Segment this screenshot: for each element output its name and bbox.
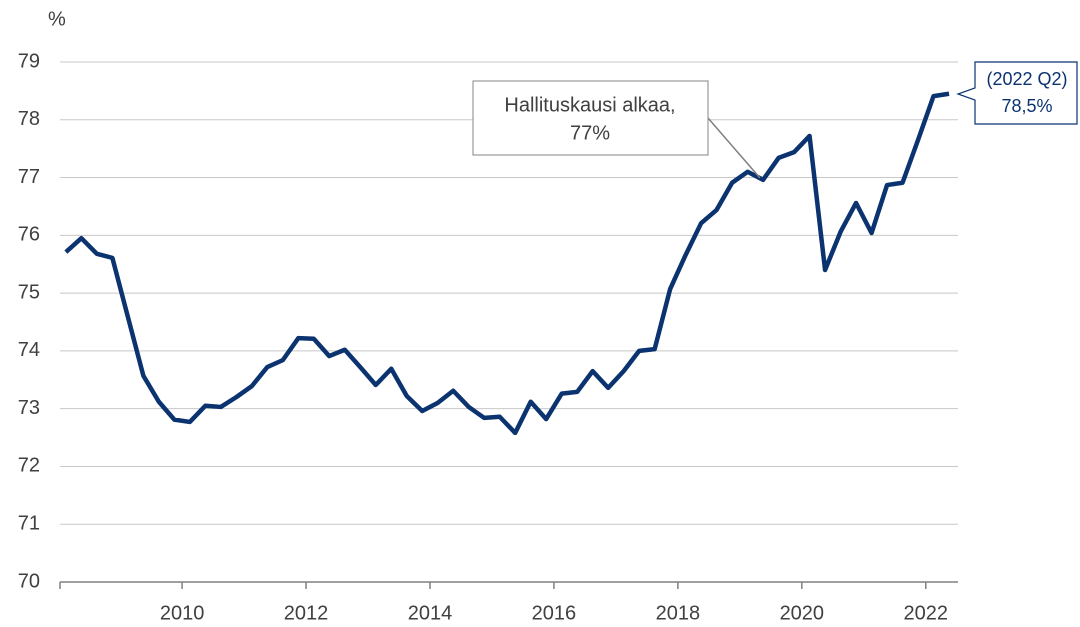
- end-annotation: (2022 Q2) 78,5%: [956, 61, 1078, 125]
- y-tick-label: 77: [18, 166, 40, 188]
- x-tick-label: 2020: [780, 602, 825, 624]
- x-tick-label: 2014: [408, 602, 453, 624]
- annotation-text: 77%: [570, 122, 610, 144]
- annotation: Hallituskausi alkaa, 77%: [472, 80, 761, 179]
- y-tick-label: 70: [18, 570, 40, 592]
- y-tick-label: 79: [18, 50, 40, 72]
- y-tick-label: 74: [18, 339, 40, 361]
- y-tick-label: 75: [18, 281, 40, 303]
- annotation-connector: [707, 117, 761, 179]
- annotation-text: 78,5%: [1001, 96, 1052, 116]
- y-tick-label: 72: [18, 455, 40, 477]
- callout-box: [956, 61, 1078, 125]
- plot-area: 70 71 72 73 74 75 76 77 78 79 2010 2012 2014 2016 2018…: [18, 50, 958, 624]
- y-axis-unit: %: [48, 8, 66, 30]
- x-tick-label: 2022: [904, 602, 949, 624]
- y-tick-label: 78: [18, 108, 40, 130]
- y-tick-label: 73: [18, 397, 40, 419]
- data-line: [64, 91, 950, 436]
- annotation-box: [472, 80, 709, 156]
- annotation-text: (2022 Q2): [986, 69, 1067, 89]
- annotation-text: Hallituskausi alkaa,: [504, 94, 675, 116]
- x-tick-label: 2016: [532, 602, 577, 624]
- y-tick-label: 76: [18, 224, 40, 246]
- x-tick-label: 2010: [160, 602, 205, 624]
- x-tick-label: 2018: [656, 602, 701, 624]
- y-tick-label: 71: [18, 513, 40, 535]
- x-tick-label: 2012: [284, 602, 329, 624]
